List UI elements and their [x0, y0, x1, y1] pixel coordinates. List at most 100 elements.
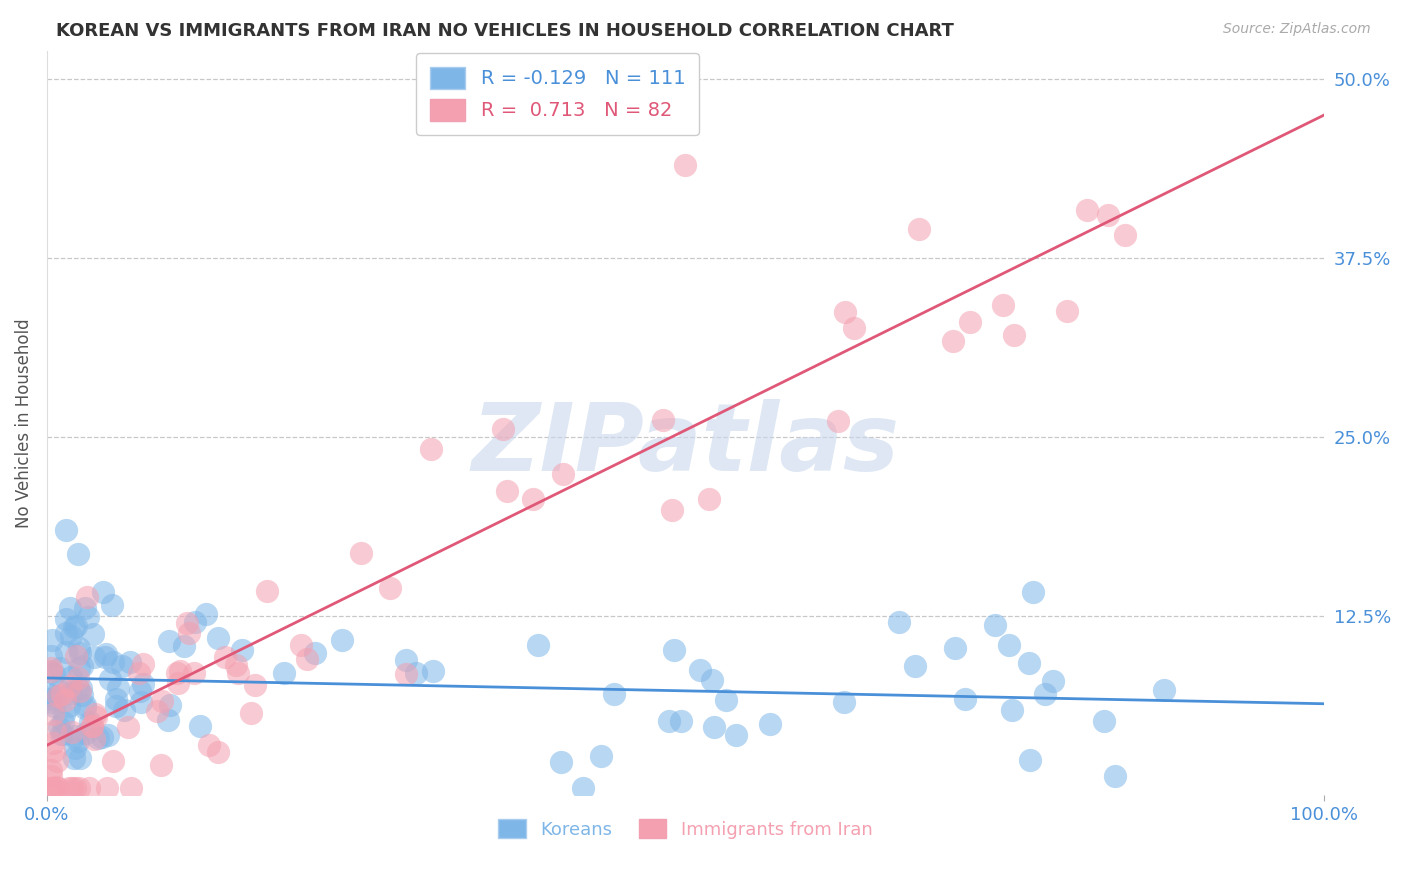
Point [98, 672, 121, 686]
Point [1056, 303, 1078, 318]
Point [67, 640, 90, 655]
Point [1097, 209, 1119, 223]
Point [169, 664, 191, 678]
Point [378, 581, 401, 595]
Point [42, 744, 65, 758]
Point [39, 689, 62, 703]
Point [166, 665, 188, 680]
Point [239, 706, 262, 720]
Point [128, 665, 150, 680]
Point [1104, 769, 1126, 783]
Point [112, 703, 135, 717]
Point [55, 524, 77, 538]
Point [120, 655, 142, 669]
Point [658, 714, 681, 728]
Point [1022, 585, 1045, 599]
Point [63, 750, 86, 764]
Text: ZIPatlas: ZIPatlas [471, 400, 900, 491]
Point [44, 724, 66, 739]
Point [105, 699, 128, 714]
Point [273, 665, 295, 680]
Point [58, 679, 80, 693]
Point [405, 666, 427, 681]
Point [231, 643, 253, 657]
Point [194, 607, 217, 621]
Point [39, 665, 62, 679]
Point [39, 763, 62, 777]
Point [991, 297, 1014, 311]
Point [42, 666, 65, 681]
Point [82, 719, 104, 733]
Legend: Koreans, Immigrants from Iran: Koreans, Immigrants from Iran [491, 812, 880, 846]
Point [44, 699, 66, 714]
Point [128, 683, 150, 698]
Point [550, 755, 572, 769]
Point [173, 639, 195, 653]
Point [689, 663, 711, 677]
Point [73, 600, 96, 615]
Point [93, 584, 115, 599]
Point [1076, 203, 1098, 218]
Point [76, 591, 98, 605]
Point [49, 726, 72, 740]
Point [67, 781, 90, 796]
Point [150, 694, 173, 708]
Point [55, 645, 77, 659]
Point [522, 491, 544, 506]
Point [553, 467, 575, 482]
Point [943, 641, 966, 656]
Point [959, 314, 981, 328]
Point [214, 649, 236, 664]
Point [716, 693, 738, 707]
Point [65, 648, 87, 663]
Point [39, 692, 62, 706]
Point [55, 612, 77, 626]
Point [243, 678, 266, 692]
Point [603, 687, 626, 701]
Point [998, 638, 1021, 652]
Point [53, 693, 76, 707]
Point [350, 546, 373, 560]
Point [51, 687, 73, 701]
Point [59, 629, 82, 643]
Point [188, 719, 211, 733]
Point [63, 781, 86, 796]
Point [492, 422, 515, 436]
Point [832, 695, 855, 709]
Point [1018, 753, 1040, 767]
Point [46, 781, 69, 796]
Point [1033, 687, 1056, 701]
Point [90, 730, 112, 744]
Point [290, 638, 312, 652]
Point [420, 442, 443, 456]
Point [111, 658, 134, 673]
Point [159, 698, 181, 712]
Point [48, 720, 70, 734]
Point [120, 781, 142, 796]
Point [73, 700, 96, 714]
Point [79, 714, 101, 729]
Point [60, 781, 83, 796]
Point [42, 707, 65, 722]
Point [63, 619, 86, 633]
Point [132, 657, 155, 672]
Point [52, 727, 75, 741]
Point [104, 692, 127, 706]
Point [58, 699, 80, 714]
Point [903, 659, 925, 673]
Point [46, 754, 69, 768]
Point [1092, 714, 1115, 728]
Point [101, 655, 124, 669]
Point [39, 695, 62, 709]
Point [67, 671, 90, 685]
Point [66, 681, 89, 695]
Point [101, 598, 124, 612]
Point [42, 781, 65, 796]
Point [53, 706, 76, 721]
Point [101, 754, 124, 768]
Point [86, 709, 108, 723]
Point [150, 757, 173, 772]
Point [697, 492, 720, 507]
Point [76, 609, 98, 624]
Point [94, 647, 117, 661]
